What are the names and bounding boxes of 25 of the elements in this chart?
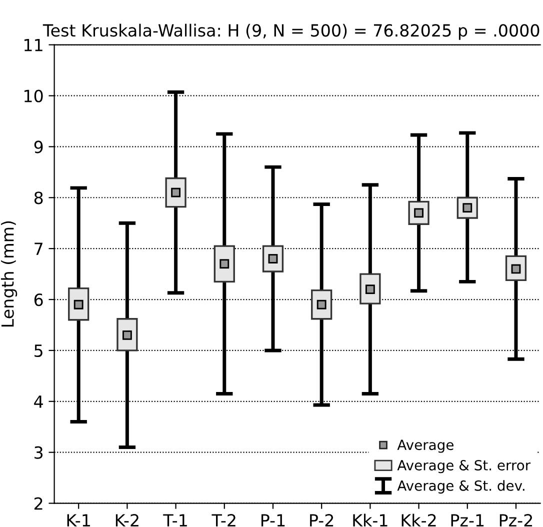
y-tick-label: 6	[34, 293, 43, 306]
y-tick-label: 5	[34, 344, 42, 358]
x-tick-label: Kk-2	[402, 514, 436, 526]
x-tick-label: T-1	[163, 514, 187, 526]
legend-label: Average	[397, 440, 454, 453]
x-tick-label: P-2	[310, 514, 334, 526]
x-tick-label: Pz-2	[500, 514, 532, 526]
x-tick-label: Kk-1	[353, 514, 388, 526]
x-tick-label: Pz-1	[451, 514, 484, 526]
x-tick-label: T-2	[212, 514, 236, 526]
y-tick-label: 8	[34, 192, 43, 204]
y-tick-label: 7	[34, 242, 42, 255]
y-tick-label: 9	[34, 140, 43, 154]
y-tick-label: 2	[34, 497, 42, 510]
y-tick-label: 3	[34, 446, 43, 459]
x-tick-label: P-1	[261, 514, 285, 526]
y-tick-label: 4	[34, 396, 43, 408]
legend-label: Average & St. error	[397, 460, 531, 474]
chart-title: Test Kruskala-Wallisa: H (9, N = 500) = 76.82025 p = .0000	[42, 24, 540, 40]
y-tick-label: 11	[24, 38, 42, 52]
y-axis-title: Length (mm)	[0, 221, 18, 327]
x-tick-label: K-1	[67, 514, 90, 526]
y-tick-label: 10	[24, 90, 43, 102]
x-tick-label: K-2	[116, 514, 138, 526]
legend-label: Average & St. dev.	[397, 480, 524, 494]
